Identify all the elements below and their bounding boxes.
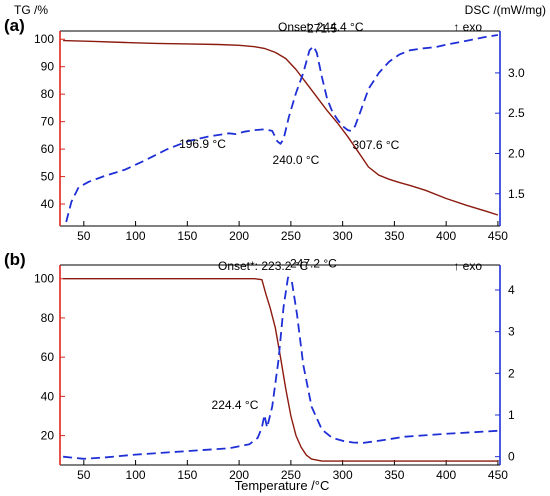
exo-label: ↑ exo [453,20,482,34]
y-right-tick-label: 1 [508,408,515,422]
y-right-tick-label: 2.5 [508,106,525,120]
y-left-tick-label: 40 [41,197,55,211]
dsc-curve [65,34,499,223]
panel-label: (b) [4,250,26,269]
y-left-tick-label: 80 [41,87,55,101]
y-right-tick-label: 0 [508,450,515,464]
x-tick-label: 100 [126,229,146,243]
x-tick-label: 450 [488,468,508,482]
x-tick-label: 300 [333,229,353,243]
y-left-tick-label: 20 [41,429,55,443]
y-right-tick-label: 4 [508,283,515,297]
x-tick-label: 400 [436,468,456,482]
y-left-tick-label: 100 [34,272,54,286]
onset-label: Onset*: 223.2 °C [218,259,309,273]
x-tick-label: 50 [77,229,91,243]
y-left-tick-label: 50 [41,170,55,184]
peak-annotation: 196.9 °C [179,137,226,151]
peak-annotation: 307.6 °C [353,138,400,152]
right-axis-title: DSC /(mW/mg) [465,3,546,17]
y-right-tick-label: 1.5 [508,187,525,201]
x-tick-label: 150 [177,229,197,243]
x-tick-label: 350 [384,468,404,482]
x-tick-label: 250 [281,468,301,482]
tg-curve [63,278,498,462]
x-axis-title: Temperature /°C [235,478,330,493]
x-tick-label: 50 [77,468,91,482]
y-right-tick-label: 3.0 [508,66,525,80]
x-tick-label: 150 [177,468,197,482]
chart-panel-a: 50 100 150 200 250 300 350 400 450 40 50 60 70 80 90 10… [4,3,546,243]
left-axis-title: TG /% [14,3,48,17]
panel-label: (a) [4,16,25,35]
onset-label: Onset: 244.4 °C [278,20,364,34]
chart-panel-b: 50 100 150 200 250 300 350 400 450 20 40 60 80 100 0 1 2… [4,250,515,482]
peak-annotation: 240.0 °C [273,153,320,167]
x-tick-label: 250 [281,229,301,243]
x-tick-label: 400 [436,229,456,243]
y-left-tick-label: 70 [41,115,55,129]
peak-annotation: 247.2 °C [290,257,337,271]
x-tick-label: 350 [384,229,404,243]
x-tick-label: 200 [229,468,249,482]
dsc-curve [63,276,498,460]
y-left-tick-label: 40 [41,389,55,403]
y-left-tick-label: 80 [41,311,55,325]
y-left-tick-label: 90 [41,60,55,74]
tg-curve [63,39,499,216]
exo-label: ↑ exo [453,259,482,273]
y-left-tick-label: 60 [41,350,55,364]
y-right-tick-label: 3 [508,325,515,339]
y-left-tick-label: 100 [34,32,54,46]
y-right-tick-label: 2 [508,366,515,380]
x-tick-label: 100 [126,468,146,482]
y-left-tick-label: 60 [41,142,55,156]
peak-annotation: 271.5 [307,21,337,35]
x-tick-label: 300 [333,468,353,482]
x-tick-label: 450 [488,229,508,243]
y-right-tick-label: 2.0 [508,146,525,160]
x-tick-label: 200 [229,229,249,243]
peak-annotation: 224.4 °C [212,398,259,412]
